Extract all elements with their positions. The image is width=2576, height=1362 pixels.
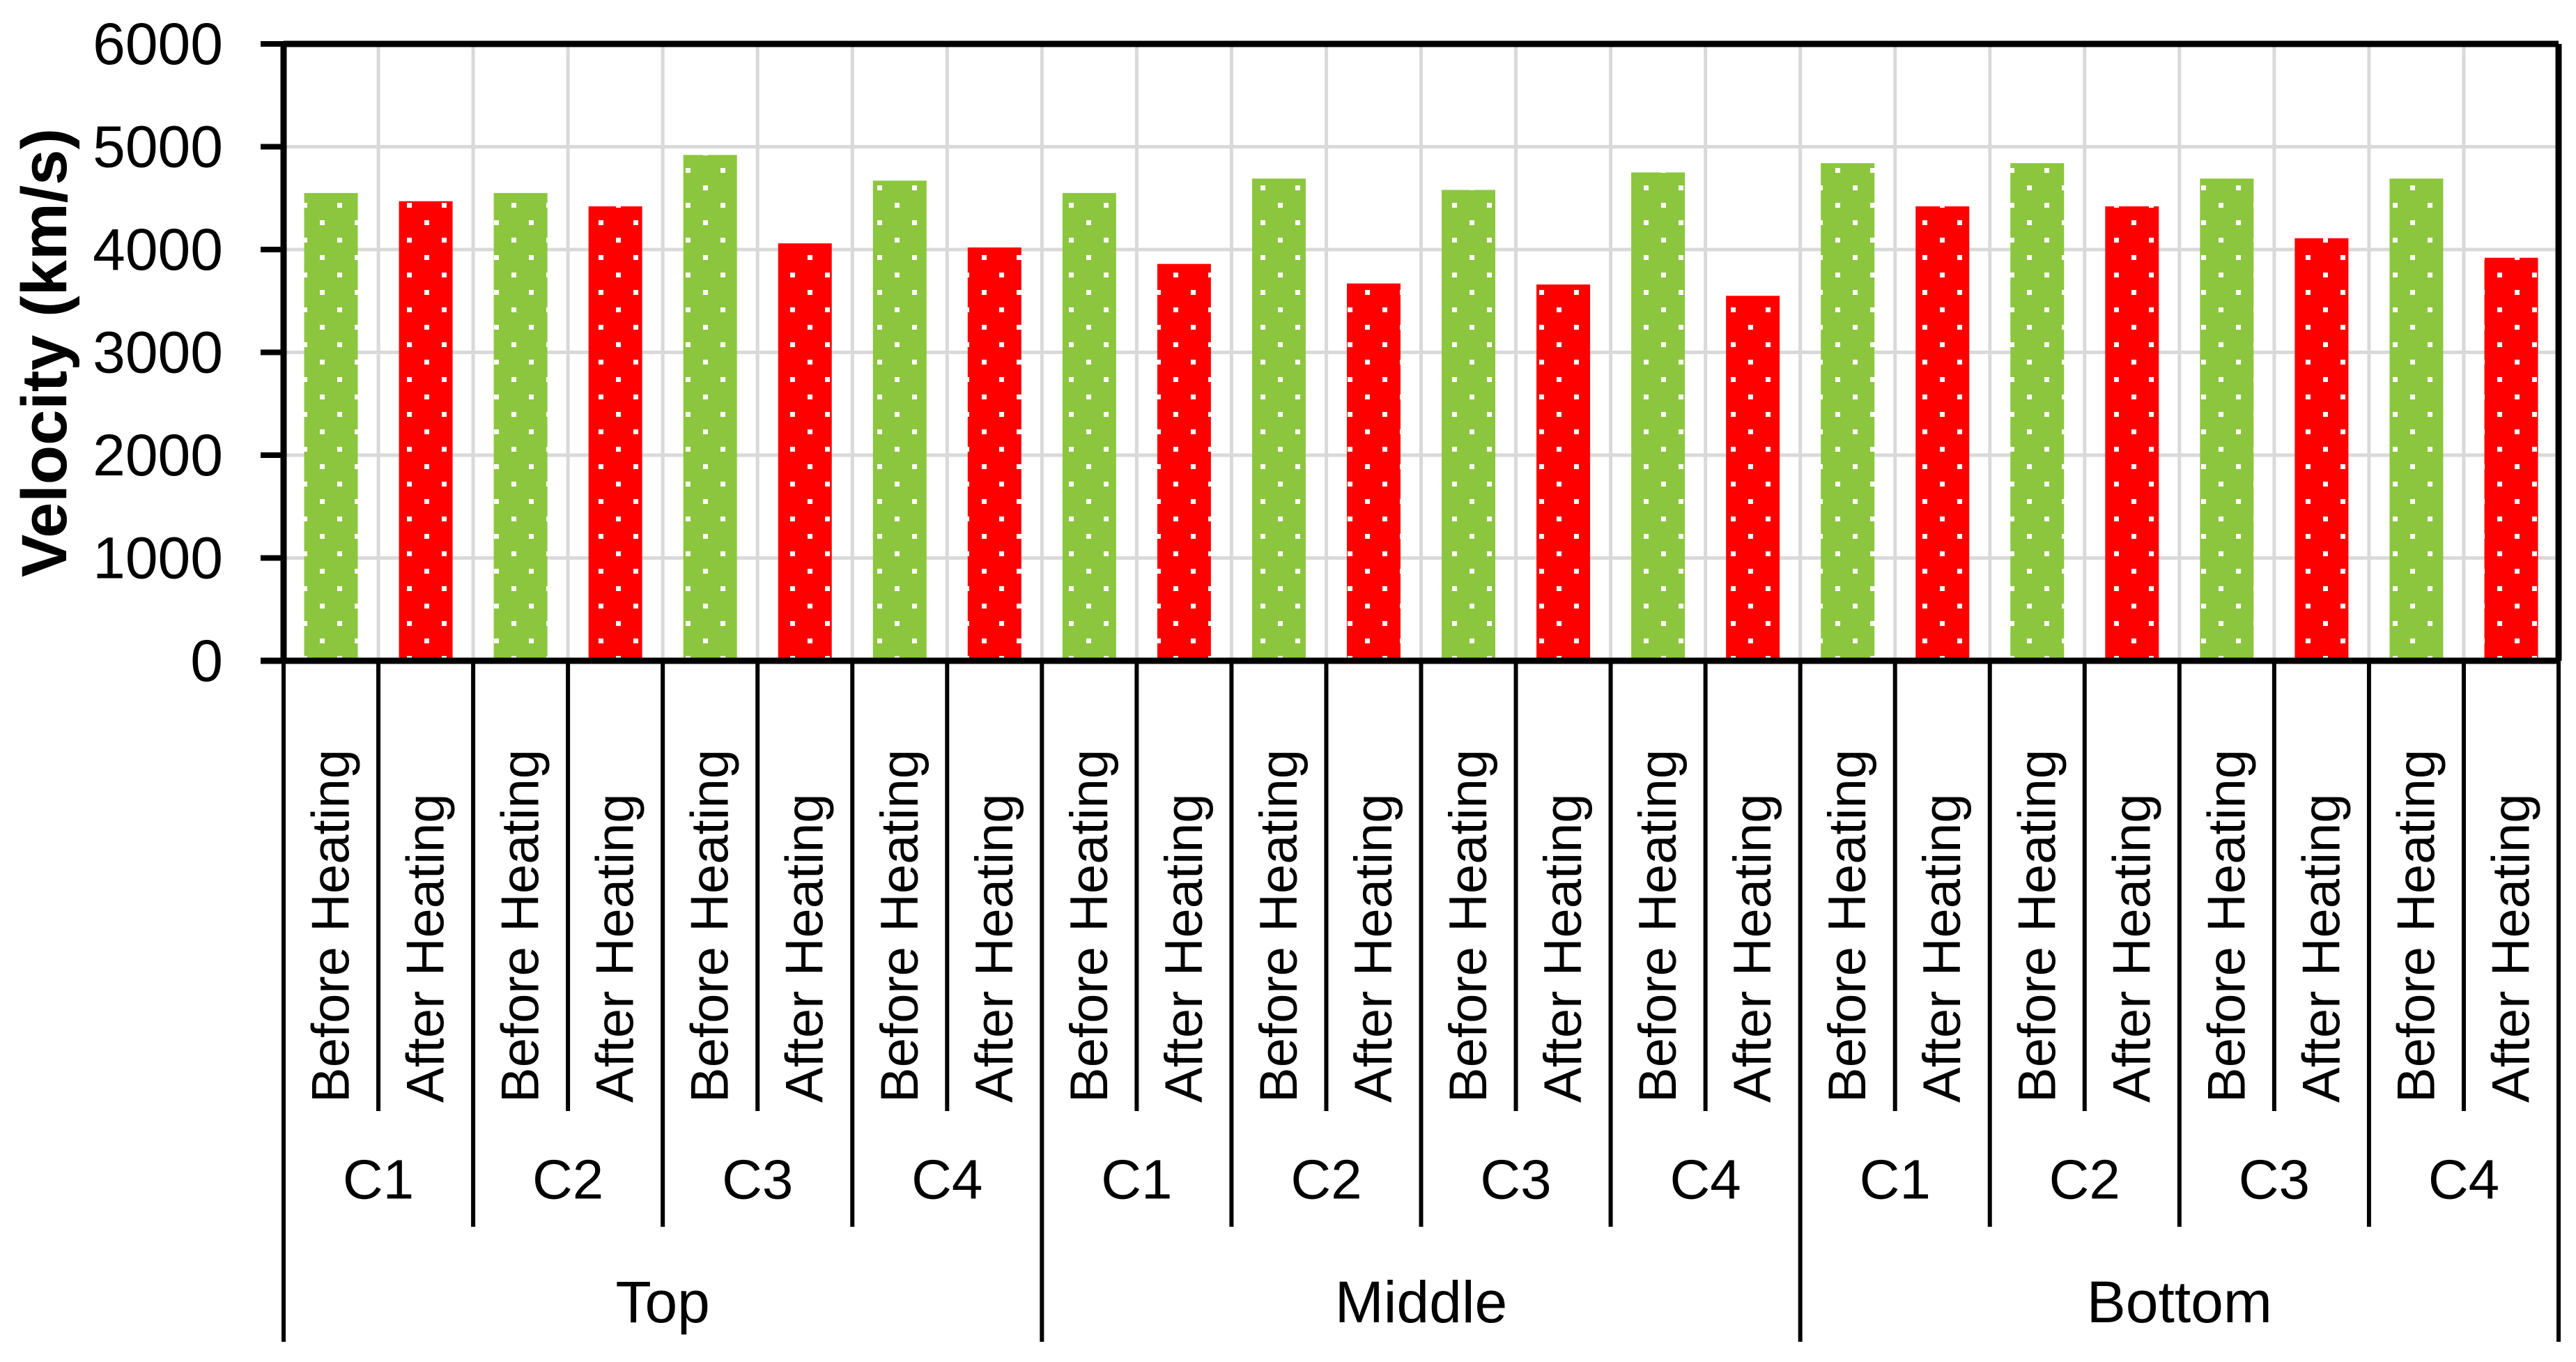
y-tick-label: 6000 [93,11,223,77]
bar-after-heating [1915,206,1970,661]
category-label: C3 [722,1149,793,1211]
category-label: C1 [1101,1149,1172,1211]
y-tick-label: 0 [190,628,223,694]
bar-after-heating [1157,263,1211,661]
category-label: C3 [2239,1149,2310,1211]
bar-tick-label: After Heating [1913,793,1972,1103]
bar-before-heating [2389,178,2444,661]
bars [304,155,2538,661]
category-label: C2 [1290,1149,1362,1211]
bar-tick-label: After Heating [1155,793,1214,1103]
bar-tick-label: Before Heating [2007,749,2067,1103]
axes [261,40,2562,664]
y-tick-label: 5000 [93,114,223,180]
bar-tick-label: After Heating [776,793,835,1103]
bar-tick-label: After Heating [2102,793,2161,1103]
bar-tick-label: After Heating [586,793,645,1103]
bar-after-heating [2295,238,2349,661]
bar-tick-label: After Heating [1344,793,1403,1103]
bar-before-heating [304,192,358,661]
gridlines [284,44,2559,661]
bar-after-heating [1536,284,1591,661]
bar-before-heating [1442,190,1496,661]
bar-before-heating [1062,192,1116,661]
bar-tick-label: After Heating [2481,793,2540,1103]
bar-tick-label: Before Heating [1818,749,1877,1103]
bar-tick-label: Before Heating [2386,749,2446,1103]
bar-after-heating [588,206,642,661]
bar-after-heating [967,247,1021,661]
bar-after-heating [778,243,832,661]
bar-after-heating [1346,283,1401,661]
bar-before-heating [493,192,548,661]
bar-tick-label: After Heating [965,793,1024,1103]
bar-tick-label: Before Heating [491,749,550,1103]
bar-after-heating [399,201,453,661]
group-label: Bottom [2087,1269,2272,1335]
bar-tick-label: Before Heating [870,749,930,1103]
y-axis-title: Velocity (km/s) [9,128,80,577]
y-tick-label: 1000 [93,526,223,591]
bar-tick-label: Before Heating [681,749,740,1103]
bar-before-heating [2200,178,2254,661]
bar-tick-label: Before Heating [1249,749,1309,1103]
bar-tick-label: After Heating [1534,793,1593,1103]
bar-tick-label: After Heating [2292,793,2351,1103]
bar-before-heating [872,181,927,661]
bar-tick-label: Before Heating [1439,749,1498,1103]
bar-before-heating [2010,163,2065,661]
group-label: Middle [1335,1269,1507,1335]
bar-tick-label: Before Heating [1628,749,1688,1103]
category-label: C4 [2428,1149,2499,1211]
category-label: C2 [532,1149,603,1211]
group-label: Top [615,1269,709,1335]
bar-after-heating [2484,257,2538,661]
bar-tick-label: After Heating [1723,793,1782,1103]
bar-after-heating [1726,296,1780,661]
category-label: C3 [1480,1149,1551,1211]
bar-tick-label: Before Heating [1060,749,1119,1103]
y-tick-label: 2000 [93,422,223,488]
y-tick-label: 4000 [93,217,223,282]
category-label: C4 [911,1149,982,1211]
bar-tick-label: Before Heating [302,749,361,1103]
y-tick-label: 3000 [93,320,223,385]
category-label: C2 [2049,1149,2120,1211]
axis-separators [281,661,2561,1342]
bar-tick-label: After Heating [396,793,456,1103]
category-label: C1 [343,1149,414,1211]
category-label: C4 [1669,1149,1741,1211]
bar-before-heating [1821,163,1875,661]
bar-tick-label: Before Heating [2197,749,2256,1103]
category-label: C1 [1860,1149,1931,1211]
axis-labels: Velocity (km/s) 0 1000 2000 3000 4000 5000 600… [9,11,2540,1335]
bar-before-heating [683,155,737,661]
bar-before-heating [1631,172,1686,661]
bar-after-heating [2105,206,2159,661]
bar-before-heating [1251,178,1306,661]
